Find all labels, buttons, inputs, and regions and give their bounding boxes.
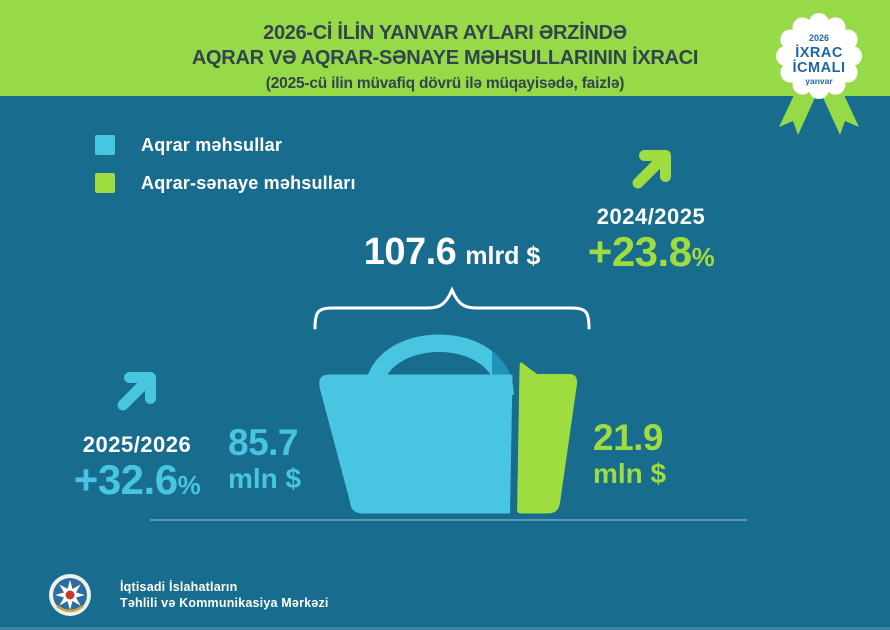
total-number: 107.6 [363,231,457,273]
growth-percent-value: +32.6 [73,456,178,503]
baseline-rule [150,519,747,521]
legend: Aqrar məhsullar Aqrar-sənaye məhsulları [95,134,356,210]
badge-word-2: İCMALI [793,59,846,76]
title-line-2: AQRAR VƏ AQRAR-SƏNAYE MƏHSULLARININ İXRA… [191,47,699,69]
org-name-line-2: Təhlili və Kommunikasiya Mərkəzi [120,596,329,610]
growth-percent: +32.6% [66,458,208,507]
percent-sign: % [177,470,201,500]
badge-month: yanvar [805,76,833,86]
aqrar-value: 85.7 mln $ [228,424,301,493]
org-emblem-icon [49,574,91,616]
growth-block-2024-2025: 2024/2025 +23.8% [580,204,722,279]
legend-label: Aqrar məhsullar [141,134,283,155]
legend-swatch-teal-icon [95,135,115,155]
growth-percent-value: +23.8 [587,228,692,275]
basket-green-slice-segment [517,362,578,514]
value-number: 21.9 [593,417,664,458]
title-line-1: 2026-Cİ İLİN YANVAR AYLARI ƏRZİNDƏ [263,22,627,44]
growth-percent: +23.8% [580,230,722,279]
legend-item-aqrar: Aqrar məhsullar [95,134,356,156]
growth-arrow-up-icon [117,372,156,411]
legend-swatch-green-icon [95,173,115,193]
org-name-line-1: İqtisadi İslahatların [120,580,238,594]
basket-icon [319,334,578,514]
legend-label: Aqrar-sənaye məhsulları [141,172,356,193]
bottom-edge-line [0,627,890,630]
export-review-badge: 2026 İXRAC İCMALI yanvar [776,13,862,135]
growth-period: 2025/2026 [82,432,192,457]
value-unit: mln $ [593,458,667,489]
growth-period: 2024/2025 [596,204,706,229]
badge-word-1: İXRAC [795,44,843,61]
total-export-value: 107.6 mlrd $ [302,231,602,274]
badge-ribbon-icon [779,82,859,135]
title-subtitle: (2025-cü ilin müvafiq dövrü ilə müqayisə… [265,75,625,92]
footer: İqtisadi İslahatların Təhlili və Kommuni… [48,573,329,617]
badge-year: 2026 [809,33,829,43]
badge-seal-icon [776,13,862,99]
value-unit: mln $ [228,463,302,494]
curly-brace-icon [313,286,591,330]
growth-block-2025-2026: 2025/2026 +32.6% [66,432,208,507]
total-unit: mlrd $ [465,242,541,270]
percent-sign: % [691,242,715,272]
value-number: 85.7 [228,422,299,463]
growth-arrow-up-icon [632,150,671,189]
page-title: 2026-Cİ İLİN YANVAR AYLARI ƏRZİNDƏ AQRAR… [0,21,890,94]
org-name: İqtisadi İslahatların Təhlili və Kommuni… [120,579,329,611]
aqrar-senaye-value: 21.9 mln $ [593,419,666,488]
basket-body-teal-segment [319,374,513,514]
header-band: 2026-Cİ İLİN YANVAR AYLARI ƏRZİNDƏ AQRAR… [0,0,890,96]
legend-item-aqrar-senaye: Aqrar-sənaye məhsulları [95,172,356,194]
basket-handle-shadow [492,351,511,376]
